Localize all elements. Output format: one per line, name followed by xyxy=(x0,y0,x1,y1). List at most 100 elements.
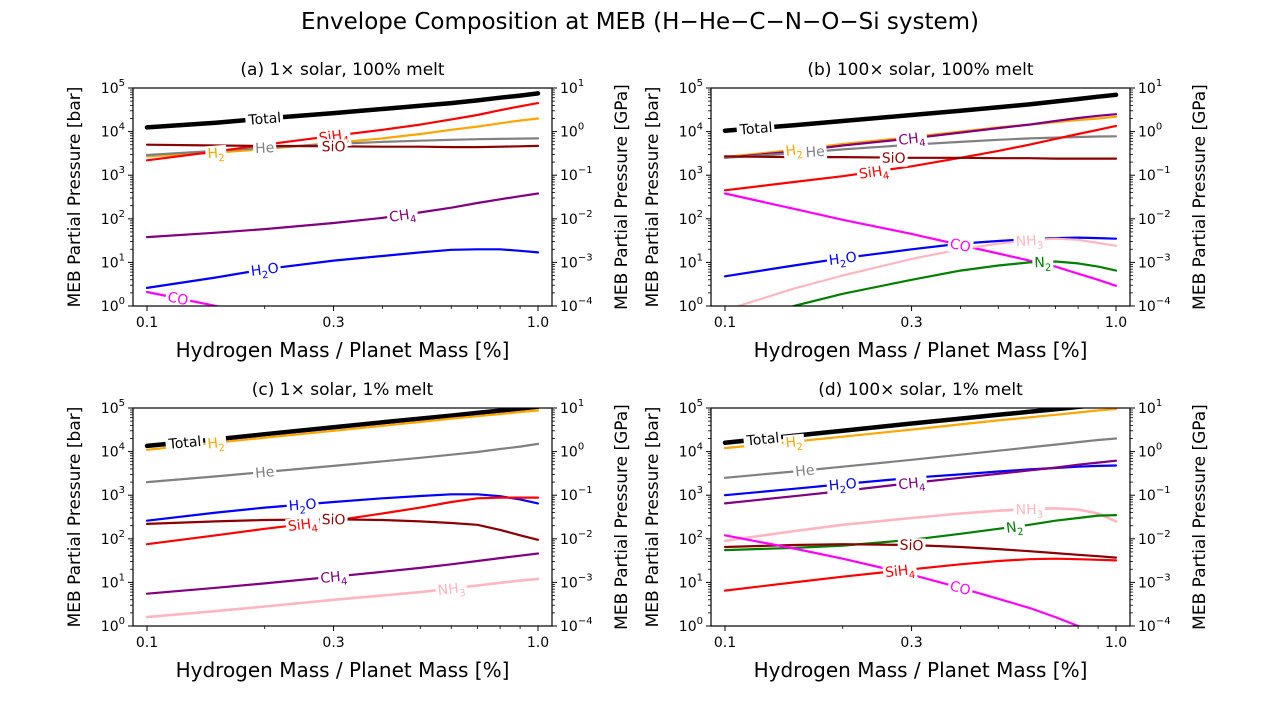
y-axis-label: MEB Partial Pressure [bar] xyxy=(65,87,85,308)
series-label-ch4: CH4 xyxy=(895,474,929,497)
series-line-n2 xyxy=(723,513,1118,552)
x-tick-label: 0.1 xyxy=(136,315,158,331)
series-label-he: He xyxy=(252,140,277,158)
series-label-he: He xyxy=(252,463,278,482)
series-line-he xyxy=(145,442,540,484)
series-label-h2o: H2O xyxy=(826,475,860,498)
y-axis-label: MEB Partial Pressure [bar] xyxy=(643,407,663,628)
series-label-h2o: H2O xyxy=(286,496,320,518)
series-label-sio: SiO xyxy=(879,150,908,167)
y2-tick-label: 10−4 xyxy=(560,616,593,635)
svg-text:Total: Total xyxy=(738,120,773,139)
series-line-sio xyxy=(145,143,540,149)
x-tick-label: 1.0 xyxy=(1105,635,1127,651)
y-axis-label: MEB Partial Pressure [bar] xyxy=(643,87,663,308)
svg-text:H2: H2 xyxy=(207,145,225,165)
series-label-total: Total xyxy=(742,430,783,450)
series-line-sih4 xyxy=(723,557,1118,592)
series-lines xyxy=(722,92,1119,306)
y2-tick-label: 100 xyxy=(1138,122,1162,141)
x-tick-label: 0.1 xyxy=(136,635,158,651)
series-line-co xyxy=(723,192,1118,287)
series-line-sih4 xyxy=(145,101,540,162)
series-lines xyxy=(144,408,540,619)
y-tick-label: 104 xyxy=(679,442,703,461)
series-label-ch4: CH4 xyxy=(386,205,420,230)
y2-tick-label: 10−4 xyxy=(560,296,593,315)
series-label-sio: SiO xyxy=(319,512,348,529)
series-line-h2o xyxy=(723,236,1118,278)
y-tick-label: 105 xyxy=(101,78,125,97)
svg-text:Total: Total xyxy=(745,430,780,449)
svg-text:SiH4: SiH4 xyxy=(884,562,916,584)
svg-text:SiH4: SiH4 xyxy=(858,163,890,186)
series-label-h2: H2 xyxy=(204,144,228,166)
series-label-sih4: SiH4 xyxy=(882,561,918,585)
svg-text:CH4: CH4 xyxy=(898,130,927,152)
y-tick-label: 101 xyxy=(679,252,703,271)
y2-axis-label: MEB Partial Pressure [GPa] xyxy=(1190,84,1210,310)
y2-tick-label: 10−2 xyxy=(560,209,593,228)
y2-tick-label: 101 xyxy=(1138,78,1162,97)
x-axis-label: Hydrogen Mass / Planet Mass [%] xyxy=(176,658,510,682)
series-line-co xyxy=(723,534,1081,626)
y-tick-label: 105 xyxy=(679,78,703,97)
y2-tick-label: 10−1 xyxy=(560,485,593,504)
series-line-h2 xyxy=(145,117,540,158)
series-line-sio xyxy=(723,155,1118,160)
series-label-h2: H2 xyxy=(782,141,806,164)
y2-tick-label: 10−2 xyxy=(1138,209,1171,228)
series-line-h2o xyxy=(145,248,540,289)
series-lines xyxy=(144,91,541,306)
y-tick-label: 100 xyxy=(679,616,703,635)
y-tick-label: 102 xyxy=(101,209,125,228)
y-tick-label: 100 xyxy=(679,296,703,315)
y2-tick-label: 10−1 xyxy=(1138,165,1171,184)
y-tick-label: 100 xyxy=(101,616,125,635)
series-line-total xyxy=(144,408,540,449)
series-line-ch4 xyxy=(723,459,1118,505)
svg-text:NH3: NH3 xyxy=(1015,233,1044,254)
svg-text:Total: Total xyxy=(247,110,282,129)
y-tick-label: 100 xyxy=(101,296,125,315)
series-line-h2 xyxy=(145,409,540,451)
x-axis-label: Hydrogen Mass / Planet Mass [%] xyxy=(754,658,1088,682)
y2-tick-label: 10−4 xyxy=(1138,616,1171,635)
y2-tick-label: 100 xyxy=(560,122,584,141)
series-line-sih4 xyxy=(723,124,1118,192)
y-tick-label: 103 xyxy=(101,485,125,504)
svg-text:SiO: SiO xyxy=(899,538,923,555)
series-line-ch4 xyxy=(145,192,540,239)
panel-title: (d) 100× solar, 1% melt xyxy=(818,380,1023,400)
y-tick-label: 102 xyxy=(679,529,703,548)
series-label-sio: SiO xyxy=(897,537,926,555)
series-line-h2 xyxy=(723,408,1118,450)
y2-tick-label: 101 xyxy=(1138,398,1162,417)
svg-text:CO: CO xyxy=(948,236,972,256)
y2-tick-label: 100 xyxy=(560,442,584,461)
series-line-total xyxy=(144,91,541,130)
x-tick-label: 0.1 xyxy=(714,315,736,331)
svg-text:He: He xyxy=(795,462,816,480)
svg-text:H2: H2 xyxy=(785,434,804,455)
svg-text:He: He xyxy=(255,464,275,482)
y2-tick-label: 101 xyxy=(560,78,584,97)
svg-text:SiH4: SiH4 xyxy=(287,516,319,538)
y-tick-label: 102 xyxy=(679,209,703,228)
series-label-co: CO xyxy=(164,288,192,310)
y2-tick-label: 10−1 xyxy=(560,165,593,184)
y-tick-label: 103 xyxy=(679,485,703,504)
panel-title: (b) 100× solar, 100% melt xyxy=(807,60,1033,80)
series-label-he: He xyxy=(803,143,828,162)
series-line-total xyxy=(722,408,1090,445)
x-tick-label: 0.3 xyxy=(900,315,922,331)
axes-frame xyxy=(710,87,1131,307)
y2-tick-label: 10−3 xyxy=(1138,252,1171,271)
y-axis-label: MEB Partial Pressure [bar] xyxy=(65,407,85,628)
y2-axis-label: MEB Partial Pressure [GPa] xyxy=(612,84,632,310)
panel-title: (a) 1× solar, 100% melt xyxy=(240,60,444,80)
panel-title: (c) 1× solar, 1% melt xyxy=(252,380,434,400)
series-label-n2: N2 xyxy=(1003,518,1027,540)
series-label-sio: SiO xyxy=(319,139,348,156)
